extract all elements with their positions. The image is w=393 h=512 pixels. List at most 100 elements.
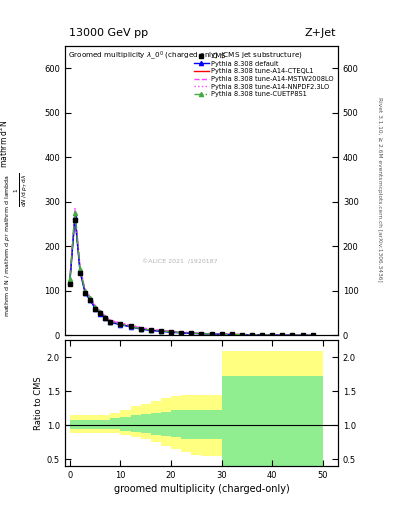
Pythia 8.308 default: [260, 332, 264, 338]
CMS: [260, 332, 264, 338]
CMS: [88, 296, 92, 303]
Pythia 8.308 tune-A14-MSTW2008LO: [209, 331, 214, 337]
Pythia 8.308 tune-CUETP8S1: [219, 331, 224, 337]
Pythia 8.308 tune-A14-NNPDF2.3LO: [209, 331, 214, 337]
CMS: [149, 327, 153, 333]
Pythia 8.308 tune-A14-MSTW2008LO: [98, 308, 103, 314]
Pythia 8.308 tune-CUETP8S1: [270, 332, 275, 338]
CMS: [103, 314, 108, 321]
Pythia 8.308 tune-A14-MSTW2008LO: [78, 265, 83, 271]
Pythia 8.308 tune-CUETP8S1: [83, 288, 87, 294]
Pythia 8.308 tune-A14-NNPDF2.3LO: [103, 313, 108, 319]
Pythia 8.308 tune-A14-CTEQL1: [93, 304, 97, 310]
CMS: [300, 332, 305, 338]
Pythia 8.308 tune-A14-NNPDF2.3LO: [83, 286, 87, 292]
Text: ©ALICE 2021  /1920187: ©ALICE 2021 /1920187: [142, 259, 217, 264]
Pythia 8.308 tune-CUETP8S1: [78, 266, 83, 272]
CMS: [219, 331, 224, 337]
Pythia 8.308 tune-A14-CTEQL1: [118, 321, 123, 327]
Pythia 8.308 tune-A14-CTEQL1: [310, 332, 315, 338]
Pythia 8.308 tune-CUETP8S1: [300, 332, 305, 338]
CMS: [179, 330, 184, 336]
Pythia 8.308 tune-A14-MSTW2008LO: [230, 331, 234, 337]
Pythia 8.308 tune-CUETP8S1: [93, 304, 97, 310]
Pythia 8.308 tune-A14-NNPDF2.3LO: [189, 330, 194, 336]
Pythia 8.308 default: [128, 324, 133, 330]
Pythia 8.308 default: [219, 331, 224, 337]
Pythia 8.308 tune-A14-CTEQL1: [199, 331, 204, 337]
Pythia 8.308 default: [108, 319, 113, 326]
Pythia 8.308 tune-CUETP8S1: [88, 295, 92, 302]
Pythia 8.308 tune-A14-NNPDF2.3LO: [290, 332, 295, 338]
Pythia 8.308 tune-A14-MSTW2008LO: [138, 325, 143, 331]
Pythia 8.308 tune-CUETP8S1: [73, 210, 77, 216]
CMS: [209, 331, 214, 337]
Pythia 8.308 tune-A14-CTEQL1: [239, 332, 244, 338]
Pythia 8.308 tune-A14-CTEQL1: [219, 331, 224, 337]
Pythia 8.308 tune-A14-CTEQL1: [128, 324, 133, 330]
CMS: [138, 326, 143, 332]
Y-axis label: Ratio to CMS: Ratio to CMS: [34, 376, 43, 430]
CMS: [68, 281, 72, 287]
Pythia 8.308 tune-A14-MSTW2008LO: [108, 317, 113, 324]
Pythia 8.308 tune-A14-NNPDF2.3LO: [310, 332, 315, 338]
Pythia 8.308 tune-CUETP8S1: [239, 332, 244, 338]
Pythia 8.308 default: [179, 330, 184, 336]
Pythia 8.308 tune-A14-CTEQL1: [230, 331, 234, 337]
Pythia 8.308 tune-A14-CTEQL1: [68, 277, 72, 283]
Pythia 8.308 tune-A14-MSTW2008LO: [219, 331, 224, 337]
Pythia 8.308 tune-A14-MSTW2008LO: [169, 328, 173, 334]
Pythia 8.308 tune-A14-NNPDF2.3LO: [270, 332, 275, 338]
CMS: [118, 321, 123, 327]
Pythia 8.308 default: [250, 332, 254, 338]
Pythia 8.308 tune-CUETP8S1: [179, 330, 184, 336]
CMS: [280, 332, 285, 338]
Line: Pythia 8.308 default: Pythia 8.308 default: [68, 216, 315, 337]
CMS: [108, 319, 113, 325]
Pythia 8.308 tune-A14-MSTW2008LO: [88, 294, 92, 301]
Pythia 8.308 default: [310, 332, 315, 338]
Pythia 8.308 tune-CUETP8S1: [189, 330, 194, 336]
Line: Pythia 8.308 tune-A14-MSTW2008LO: Pythia 8.308 tune-A14-MSTW2008LO: [70, 211, 313, 335]
Pythia 8.308 tune-A14-NNPDF2.3LO: [230, 331, 234, 337]
Pythia 8.308 default: [280, 332, 285, 338]
Pythia 8.308 default: [169, 329, 173, 335]
Pythia 8.308 tune-A14-NNPDF2.3LO: [179, 329, 184, 335]
Pythia 8.308 tune-A14-MSTW2008LO: [93, 303, 97, 309]
Pythia 8.308 tune-CUETP8S1: [108, 318, 113, 325]
Pythia 8.308 tune-A14-NNPDF2.3LO: [219, 331, 224, 337]
Pythia 8.308 tune-A14-MSTW2008LO: [83, 287, 87, 293]
Pythia 8.308 tune-CUETP8S1: [230, 331, 234, 337]
CMS: [270, 332, 275, 338]
Pythia 8.308 tune-A14-CTEQL1: [108, 318, 113, 325]
Pythia 8.308 tune-CUETP8S1: [209, 331, 214, 337]
Pythia 8.308 tune-A14-NNPDF2.3LO: [149, 326, 153, 332]
CMS: [189, 330, 194, 336]
CMS: [98, 310, 103, 316]
Pythia 8.308 default: [209, 331, 214, 337]
Pythia 8.308 tune-CUETP8S1: [103, 314, 108, 320]
Pythia 8.308 tune-A14-MSTW2008LO: [300, 332, 305, 338]
Pythia 8.308 tune-CUETP8S1: [98, 309, 103, 315]
Pythia 8.308 default: [239, 332, 244, 338]
CMS: [199, 331, 204, 337]
Line: CMS: CMS: [68, 218, 315, 337]
Line: Pythia 8.308 tune-CUETP8S1: Pythia 8.308 tune-CUETP8S1: [68, 211, 315, 337]
Pythia 8.308 tune-CUETP8S1: [128, 324, 133, 330]
Pythia 8.308 tune-A14-CTEQL1: [98, 309, 103, 315]
Pythia 8.308 tune-A14-MSTW2008LO: [290, 332, 295, 338]
Pythia 8.308 tune-A14-MSTW2008LO: [179, 329, 184, 335]
Pythia 8.308 tune-A14-NNPDF2.3LO: [68, 275, 72, 282]
Pythia 8.308 default: [78, 269, 83, 275]
Pythia 8.308 tune-A14-NNPDF2.3LO: [88, 293, 92, 300]
Pythia 8.308 tune-A14-CTEQL1: [300, 332, 305, 338]
Pythia 8.308 tune-A14-NNPDF2.3LO: [78, 264, 83, 270]
Pythia 8.308 tune-CUETP8S1: [310, 332, 315, 338]
Text: Z+Jet: Z+Jet: [305, 28, 336, 38]
Pythia 8.308 tune-A14-MSTW2008LO: [103, 313, 108, 319]
Text: mathrm d$^2$N: mathrm d$^2$N: [0, 119, 10, 167]
Pythia 8.308 tune-A14-NNPDF2.3LO: [169, 328, 173, 334]
Pythia 8.308 tune-CUETP8S1: [169, 329, 173, 335]
Pythia 8.308 tune-A14-NNPDF2.3LO: [98, 308, 103, 314]
CMS: [230, 331, 234, 337]
